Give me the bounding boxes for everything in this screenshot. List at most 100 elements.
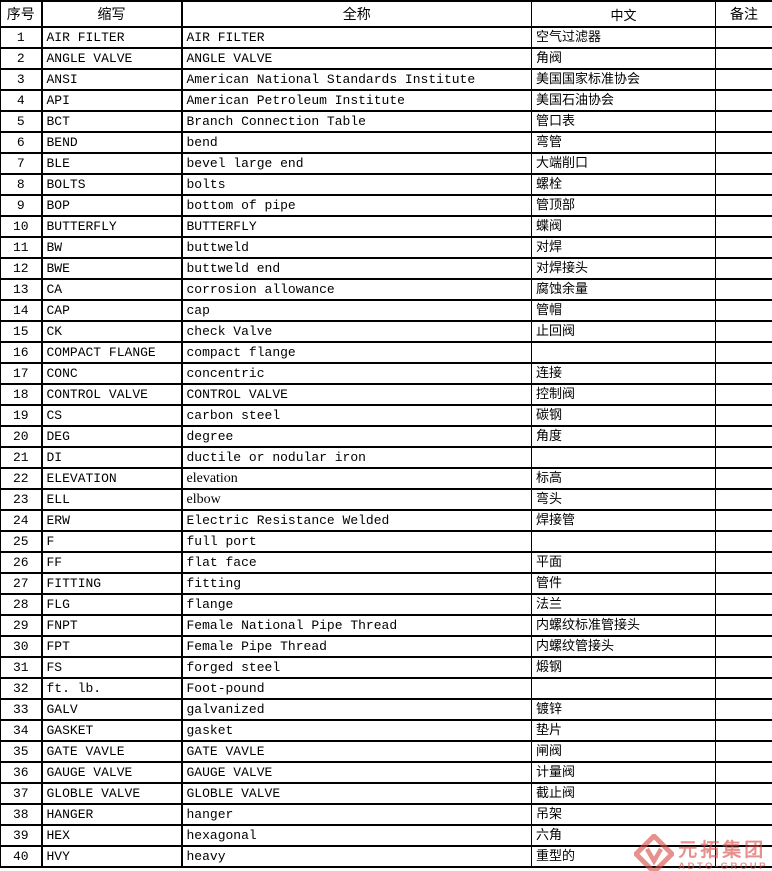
cell-chinese: 吊架 [531,803,716,826]
cell-number: 33 [0,698,42,721]
cell-remarks [715,551,772,574]
cell-number: 32 [0,677,42,700]
cell-chinese: 六角 [531,824,716,847]
cell-full-name: forged steel [180,656,532,679]
cell-number: 26 [0,551,42,574]
cell-remarks [715,593,772,616]
cell-full-name: flange [180,593,532,616]
cell-number: 14 [0,299,42,322]
cell-number: 39 [0,824,42,847]
cell-chinese: 镀锌 [531,698,716,721]
cell-abbreviation: FF [40,551,182,574]
cell-full-name: ANGLE VALVE [180,47,532,70]
cell-abbreviation: FLG [40,593,182,616]
cell-abbreviation: COMPACT FLANGE [40,341,182,364]
cell-abbreviation: GATE VAVLE [40,740,182,763]
cell-chinese: 弯管 [531,131,716,154]
cell-full-name: GAUGE VALVE [180,761,532,784]
cell-abbreviation: FITTING [40,572,182,595]
table-row: 11 BW buttweld 对焊 [0,236,772,259]
cell-number: 22 [0,467,42,490]
cell-remarks [715,173,772,196]
cell-chinese [531,530,716,553]
table-row: 23 ELL elbow 弯头 [0,488,772,511]
cell-full-name: Female National Pipe Thread [180,614,532,637]
cell-full-name: galvanized [180,698,532,721]
cell-chinese: 煅钢 [531,656,716,679]
cell-abbreviation: BW [40,236,182,259]
cell-remarks [715,47,772,70]
cell-number: 6 [0,131,42,154]
cell-full-name: bottom of pipe [180,194,532,217]
cell-remarks [715,509,772,532]
cell-full-name: Branch Connection Table [180,110,532,133]
cell-full-name: buttweld end [180,257,532,280]
cell-number: 38 [0,803,42,826]
cell-chinese: 大端削口 [531,152,716,175]
cell-number: 17 [0,362,42,385]
cell-abbreviation: ANGLE VALVE [40,47,182,70]
cell-remarks [715,278,772,301]
cell-full-name: cap [180,299,532,322]
cell-number: 4 [0,89,42,112]
cell-chinese: 标高 [531,467,716,490]
cell-chinese: 腐蚀余量 [531,278,716,301]
cell-chinese: 重型的 [531,845,716,868]
cell-chinese: 止回阀 [531,320,716,343]
cell-number: 35 [0,740,42,763]
cell-remarks [715,845,772,868]
cell-number: 15 [0,320,42,343]
cell-number: 30 [0,635,42,658]
cell-abbreviation: F [40,530,182,553]
cell-chinese: 弯头 [531,488,716,511]
table-row: 17 CONC concentric 连接 [0,362,772,385]
header-cell-abbreviation: 缩写 [40,0,182,28]
table-row: 22 ELEVATION elevation 标高 [0,467,772,490]
cell-chinese [531,677,716,700]
cell-abbreviation: HEX [40,824,182,847]
cell-abbreviation: CAP [40,299,182,322]
cell-number: 29 [0,614,42,637]
cell-abbreviation: ELEVATION [40,467,182,490]
table-row: 9 BOP bottom of pipe 管顶部 [0,194,772,217]
table-row: 25 F full port [0,530,772,553]
cell-remarks [715,635,772,658]
table-row: 39 HEX hexagonal 六角 [0,824,772,847]
cell-remarks [715,467,772,490]
cell-chinese: 螺栓 [531,173,716,196]
cell-full-name: compact flange [180,341,532,364]
cell-remarks [715,341,772,364]
cell-chinese: 计量阀 [531,761,716,784]
cell-number: 11 [0,236,42,259]
cell-remarks [715,824,772,847]
cell-chinese: 美国石油协会 [531,89,716,112]
cell-chinese: 管件 [531,572,716,595]
table-row: 29 FNPT Female National Pipe Thread 内螺纹标… [0,614,772,637]
cell-remarks [715,446,772,469]
cell-full-name: GATE VAVLE [180,740,532,763]
cell-full-name: BUTTERFLY [180,215,532,238]
cell-abbreviation: CS [40,404,182,427]
table-row: 18 CONTROL VALVE CONTROL VALVE 控制阀 [0,383,772,406]
cell-chinese: 角阀 [531,47,716,70]
table-row: 27 FITTING fitting 管件 [0,572,772,595]
cell-abbreviation: DI [40,446,182,469]
cell-remarks [715,614,772,637]
cell-full-name: check Valve [180,320,532,343]
cell-abbreviation: GASKET [40,719,182,742]
table-row: 19 CS carbon steel 碳钢 [0,404,772,427]
table-row: 26 FF flat face 平面 [0,551,772,574]
table-row: 33 GALV galvanized 镀锌 [0,698,772,721]
cell-number: 25 [0,530,42,553]
table-row: 32 ft. lb. Foot-pound [0,677,772,700]
cell-remarks [715,215,772,238]
cell-full-name: American Petroleum Institute [180,89,532,112]
cell-full-name: bolts [180,173,532,196]
cell-full-name: Electric Resistance Welded [180,509,532,532]
cell-chinese: 闸阀 [531,740,716,763]
cell-full-name: AIR FILTER [180,26,532,49]
cell-chinese: 垫片 [531,719,716,742]
cell-remarks [715,782,772,805]
cell-remarks [715,656,772,679]
cell-number: 36 [0,761,42,784]
